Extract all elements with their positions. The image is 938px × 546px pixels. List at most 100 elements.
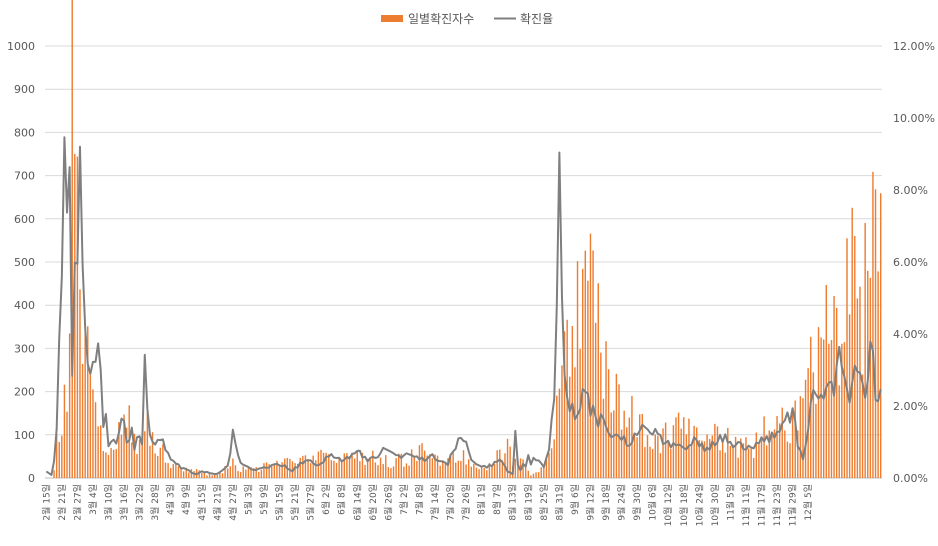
bar-daily-cases bbox=[356, 451, 358, 478]
bar-daily-cases bbox=[802, 398, 804, 478]
bar-daily-cases bbox=[157, 455, 159, 478]
bar-daily-cases bbox=[856, 298, 859, 478]
bar-daily-cases bbox=[789, 443, 791, 478]
bar-daily-cases bbox=[309, 463, 312, 478]
bar-daily-cases bbox=[372, 450, 374, 478]
bar-daily-cases bbox=[180, 467, 182, 478]
x-axis-tick-label: 3월 28일 bbox=[149, 484, 161, 521]
bar-daily-cases bbox=[403, 466, 405, 478]
bar-daily-cases bbox=[312, 455, 314, 478]
bar-daily-cases bbox=[628, 417, 631, 478]
x-axis-tick-label: 8월 1일 bbox=[476, 484, 488, 515]
bar-daily-cases bbox=[211, 475, 213, 478]
bar-daily-cases bbox=[405, 463, 408, 478]
bar-daily-cases bbox=[597, 283, 599, 478]
bar-daily-cases bbox=[602, 398, 605, 478]
left-axis-tick: 400 bbox=[14, 299, 35, 312]
bar-daily-cases bbox=[55, 434, 58, 478]
bar-daily-cases bbox=[797, 430, 799, 478]
bar-daily-cases bbox=[639, 414, 641, 478]
bar-daily-cases bbox=[527, 470, 529, 478]
bar-daily-cases bbox=[361, 452, 364, 478]
bar-daily-cases bbox=[778, 423, 781, 478]
bar-daily-cases bbox=[118, 422, 120, 478]
bar-daily-cases bbox=[340, 461, 343, 478]
bar-daily-cases bbox=[447, 458, 449, 478]
bar-daily-cases bbox=[708, 439, 711, 478]
bar-daily-cases bbox=[846, 238, 848, 478]
bar-daily-cases bbox=[465, 464, 467, 478]
bar-daily-cases bbox=[737, 457, 739, 478]
bar-daily-cases bbox=[740, 438, 742, 478]
left-axis-tick: 100 bbox=[14, 429, 35, 442]
bar-daily-cases bbox=[110, 447, 112, 478]
bar-daily-cases bbox=[499, 449, 501, 478]
bar-daily-cases bbox=[877, 271, 879, 478]
bar-daily-cases bbox=[711, 435, 713, 478]
bar-daily-cases bbox=[224, 466, 226, 478]
bar-daily-cases bbox=[439, 465, 441, 478]
bar-daily-cases bbox=[449, 455, 452, 478]
bar-daily-cases bbox=[859, 286, 861, 478]
bar-daily-cases bbox=[351, 452, 353, 478]
bar-daily-cases bbox=[550, 448, 553, 478]
x-axis-tick-label: 3월 4일 bbox=[87, 484, 99, 515]
bar-daily-cases bbox=[626, 427, 628, 478]
left-axis-tick: 1000 bbox=[7, 40, 35, 53]
left-axis-tick: 600 bbox=[14, 213, 35, 226]
bar-daily-cases bbox=[556, 395, 558, 478]
bar-daily-cases bbox=[112, 449, 115, 478]
bar-daily-cases bbox=[649, 446, 651, 478]
bar-daily-cases bbox=[283, 458, 286, 478]
bar-daily-cases bbox=[390, 468, 392, 478]
bar-daily-cases bbox=[781, 407, 783, 478]
right-axis-tick: 8.00% bbox=[893, 184, 928, 197]
bar-daily-cases bbox=[131, 442, 133, 478]
bar-daily-cases bbox=[434, 454, 436, 478]
left-axis-tick: 0 bbox=[28, 472, 35, 485]
bar-daily-cases bbox=[874, 189, 877, 478]
bar-daily-cases bbox=[296, 463, 299, 478]
x-axis-tick-label: 10월 24일 bbox=[693, 484, 705, 526]
legend: 일별확진자수 확진율 bbox=[381, 12, 553, 26]
bar-daily-cases bbox=[413, 455, 415, 478]
bar-daily-cases bbox=[431, 458, 434, 478]
bar-daily-cases bbox=[343, 453, 346, 478]
bar-daily-cases bbox=[758, 444, 760, 478]
bar-daily-cases bbox=[517, 460, 519, 478]
x-axis-tick-label: 3월 22일 bbox=[134, 484, 146, 521]
bar-daily-cases bbox=[745, 437, 747, 478]
bar-daily-cases bbox=[486, 470, 488, 478]
bar-daily-cases bbox=[237, 471, 239, 478]
bar-daily-cases bbox=[188, 472, 190, 478]
x-axis-ticks: 2월 15일 2월 21일 2월 27일 3월 4일 3월 10일 3월 16일 3월 22… bbox=[40, 484, 814, 526]
bar-daily-cases bbox=[141, 436, 143, 478]
bar-daily-cases bbox=[851, 207, 853, 478]
bar-daily-cases bbox=[506, 438, 509, 478]
x-axis-tick-label: 10월 12일 bbox=[662, 484, 674, 526]
bar-daily-cases bbox=[768, 430, 770, 478]
bar-daily-cases bbox=[861, 374, 864, 478]
bar-daily-cases bbox=[245, 469, 247, 478]
bar-daily-cases bbox=[812, 372, 815, 478]
bar-daily-cases bbox=[120, 434, 123, 478]
bar-daily-cases bbox=[452, 452, 454, 478]
x-axis-tick-label: 8월 7일 bbox=[491, 484, 503, 515]
bar-daily-cases bbox=[385, 455, 387, 478]
bar-daily-cases bbox=[734, 436, 737, 478]
bar-daily-cases bbox=[524, 467, 527, 478]
x-axis-tick-label: 9월 30일 bbox=[631, 484, 643, 521]
bar-daily-cases bbox=[276, 460, 278, 478]
bar-daily-cases bbox=[377, 465, 379, 478]
bar-daily-cases bbox=[307, 459, 309, 478]
bar-daily-cases bbox=[514, 458, 517, 478]
bar-daily-cases bbox=[667, 441, 669, 478]
x-axis-tick-label: 8월 31일 bbox=[553, 484, 565, 521]
left-axis-tick: 500 bbox=[14, 256, 35, 269]
bar-daily-cases bbox=[545, 459, 548, 478]
bar-daily-cases bbox=[416, 461, 418, 478]
bar-daily-cases bbox=[151, 432, 154, 478]
bar-daily-cases bbox=[579, 349, 581, 478]
bar-daily-cases bbox=[828, 343, 830, 478]
